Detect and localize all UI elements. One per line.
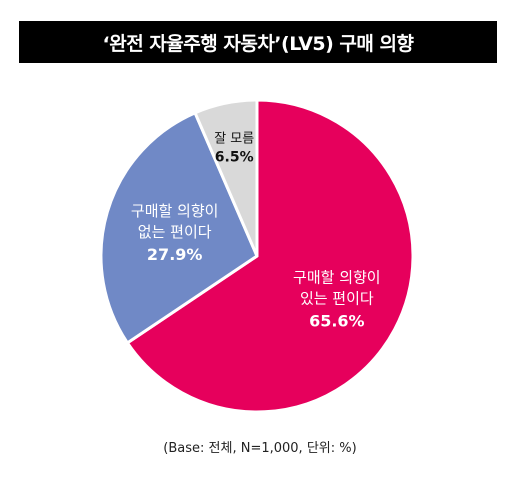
chart-title: ‘완전 자율주행 자동차’(LV5) 구매 의향 xyxy=(19,21,497,63)
footnote: (Base: 전체, N=1,000, 단위: %) xyxy=(163,441,357,456)
pie-slice-3 xyxy=(193,98,259,258)
slice-value-2: 27.9% xyxy=(147,245,203,264)
slice-label-2-line-2: 없는 편이다 xyxy=(138,223,212,241)
pie-slice-2 xyxy=(99,111,259,345)
slice-label-3-line-1: 잘 모름 xyxy=(214,132,254,147)
slice-value-1: 65.6% xyxy=(309,312,365,331)
pie-slice-1 xyxy=(125,98,415,414)
slice-label-2-line-1: 구매할 의향이 xyxy=(131,202,219,220)
slice-value-3: 6.5% xyxy=(215,150,254,166)
slice-label-1-line-2: 있는 편이다 xyxy=(300,290,374,308)
slice-label-1-line-1: 구매할 의향이 xyxy=(293,269,381,287)
